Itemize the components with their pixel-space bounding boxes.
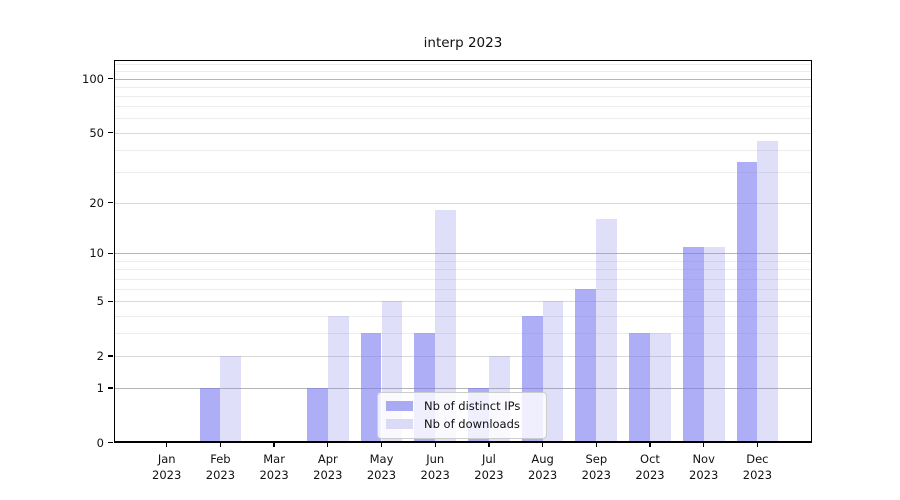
x-tick xyxy=(273,442,275,447)
legend-swatch-distinct-ips xyxy=(386,401,413,411)
x-tick-label: Aug 2023 xyxy=(527,452,558,482)
legend-label-distinct-ips: Nb of distinct IPs xyxy=(424,399,521,413)
x-tick xyxy=(166,442,168,447)
gridline-major xyxy=(114,387,812,389)
legend: Nb of distinct IPs Nb of downloads xyxy=(377,391,547,439)
y-tick xyxy=(107,131,113,134)
gridline-minor xyxy=(114,118,812,120)
legend-label-downloads: Nb of downloads xyxy=(424,417,520,431)
y-tick xyxy=(107,387,113,389)
x-tick-label: Jun 2023 xyxy=(420,452,450,482)
bar-distinct-ips xyxy=(736,162,758,443)
x-tick-label: Apr 2023 xyxy=(313,452,343,482)
x-tick-label: Oct 2023 xyxy=(635,452,665,482)
gridline xyxy=(114,202,812,204)
y-tick xyxy=(107,300,113,302)
gridline-minor xyxy=(114,86,812,88)
gridline-minor xyxy=(114,64,812,66)
x-tick xyxy=(434,442,436,447)
y-tick-label: 20 xyxy=(89,195,104,210)
gridline xyxy=(114,355,812,357)
x-tick xyxy=(541,442,544,447)
gridline-minor xyxy=(114,333,812,335)
gridline xyxy=(114,301,812,303)
bar-distinct-ips xyxy=(199,387,221,443)
x-tick-label: Feb 2023 xyxy=(205,452,236,482)
bar-downloads xyxy=(435,210,457,443)
gridline-minor xyxy=(114,315,812,317)
gridline-minor xyxy=(114,289,812,291)
bar-downloads xyxy=(757,140,779,443)
gridline-minor xyxy=(114,96,812,98)
y-tick xyxy=(107,441,113,444)
x-tick xyxy=(703,442,705,447)
chart-title: interp 2023 xyxy=(423,35,503,51)
gridline xyxy=(114,132,812,134)
gridline-minor xyxy=(114,106,812,108)
x-tick-label: Jul 2023 xyxy=(474,452,504,482)
y-tick-label: 1 xyxy=(96,380,104,395)
y-tick-label: 2 xyxy=(96,348,104,363)
x-tick-label: Sep 2023 xyxy=(581,452,611,482)
y-tick-label: 5 xyxy=(96,294,104,309)
x-tick-label: Jan 2023 xyxy=(152,452,182,482)
bar-downloads xyxy=(327,315,349,443)
x-tick xyxy=(595,442,597,447)
gridline-minor xyxy=(114,171,812,173)
y-tick xyxy=(107,78,113,80)
gridline-minor xyxy=(114,269,812,271)
x-tick xyxy=(649,442,651,447)
legend-item-downloads: Nb of downloads xyxy=(386,417,546,431)
gridline-major xyxy=(114,78,812,80)
gridline-minor xyxy=(114,149,812,151)
y-tick xyxy=(107,201,113,204)
bar-downloads xyxy=(650,333,671,443)
y-tick xyxy=(107,252,113,255)
bar-distinct-ips xyxy=(682,246,704,443)
x-tick-label: Mar 2023 xyxy=(259,452,289,482)
x-tick xyxy=(488,442,490,447)
x-tick xyxy=(380,442,383,447)
y-tick-label: 100 xyxy=(82,71,104,86)
y-tick-label: 0 xyxy=(96,435,104,450)
bar-distinct-ips xyxy=(360,333,382,443)
y-tick-label: 50 xyxy=(89,125,104,140)
gridline-major xyxy=(114,253,812,255)
bar-downloads xyxy=(542,301,564,443)
bar-distinct-ips xyxy=(575,289,597,443)
gridline-minor xyxy=(114,261,812,262)
gridline-minor xyxy=(114,71,812,73)
bar-downloads xyxy=(596,219,618,443)
legend-swatch-downloads xyxy=(386,419,413,429)
plot-area xyxy=(107,60,812,447)
x-tick-label: May 2023 xyxy=(366,452,397,482)
gridline-minor xyxy=(114,278,812,280)
bar-downloads xyxy=(703,246,725,443)
y-tick-label: 10 xyxy=(89,246,104,261)
bar-distinct-ips xyxy=(306,387,328,443)
legend-item-distinct-ips: Nb of distinct IPs xyxy=(386,399,546,413)
y-tick xyxy=(107,355,113,357)
x-tick-label: Dec 2023 xyxy=(742,452,773,482)
bar-downloads xyxy=(220,355,242,443)
bar-distinct-ips xyxy=(629,333,650,443)
x-tick xyxy=(327,442,329,447)
x-tick xyxy=(756,442,759,447)
x-tick-label: Nov 2023 xyxy=(689,452,719,482)
x-tick xyxy=(219,442,222,447)
